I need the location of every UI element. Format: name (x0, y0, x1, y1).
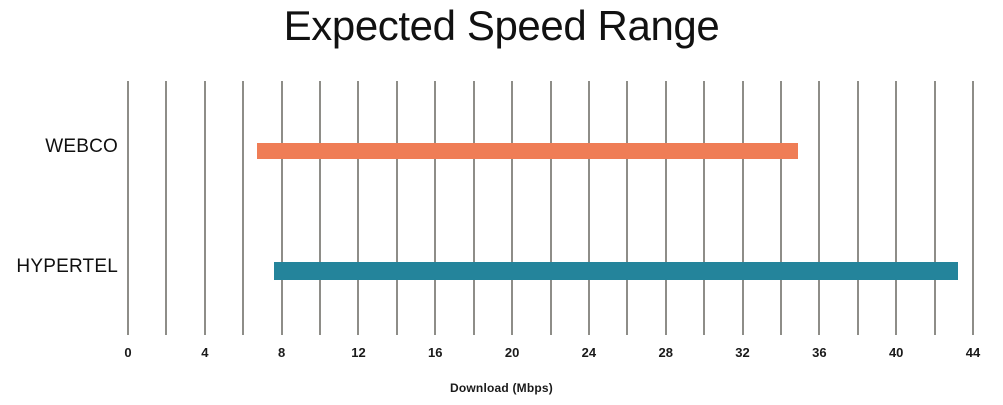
gridline (357, 81, 360, 335)
gridline (895, 81, 898, 335)
gridline (280, 81, 283, 335)
gridline (664, 81, 667, 335)
gridline (434, 81, 437, 335)
x-tick-label: 32 (735, 345, 750, 360)
x-tick-label: 8 (278, 345, 286, 360)
gridline (587, 81, 590, 335)
gridline (127, 81, 129, 335)
range-bar-webco[interactable] (256, 143, 799, 159)
x-tick-label: 12 (351, 345, 366, 360)
x-tick-label: 4 (201, 345, 209, 360)
category-label-webco: WEBCO (45, 136, 118, 157)
gridline (511, 81, 514, 335)
x-tick-label: 44 (965, 345, 981, 360)
x-tick-label: 40 (888, 345, 904, 360)
gridline (395, 81, 398, 335)
gridline (319, 81, 322, 335)
x-axis-title: Download (Mbps) (450, 381, 553, 395)
gridline (472, 81, 475, 335)
gridline (626, 81, 629, 335)
chart-title: Expected Speed Range (283, 2, 720, 49)
gridline (856, 81, 859, 335)
gridline (703, 81, 706, 335)
gridline (818, 81, 821, 335)
x-tick-label: 28 (658, 345, 673, 360)
x-tick-label: 36 (812, 345, 827, 360)
gridline (779, 81, 782, 335)
category-label-hypertel: HYPERTEL (16, 256, 118, 277)
gridline (933, 81, 936, 335)
gridline (972, 81, 974, 335)
x-tick-label: 16 (428, 345, 443, 360)
gridline (549, 81, 552, 335)
plot-area (127, 81, 974, 335)
x-tick-label: 20 (504, 345, 520, 360)
x-tick-label: 0 (124, 345, 132, 360)
gridline (242, 81, 245, 335)
gridline (741, 81, 744, 335)
gridline (203, 81, 206, 335)
gridline (165, 81, 168, 335)
range-bar-hypertel[interactable] (273, 262, 958, 280)
x-tick-label: 24 (581, 345, 597, 360)
